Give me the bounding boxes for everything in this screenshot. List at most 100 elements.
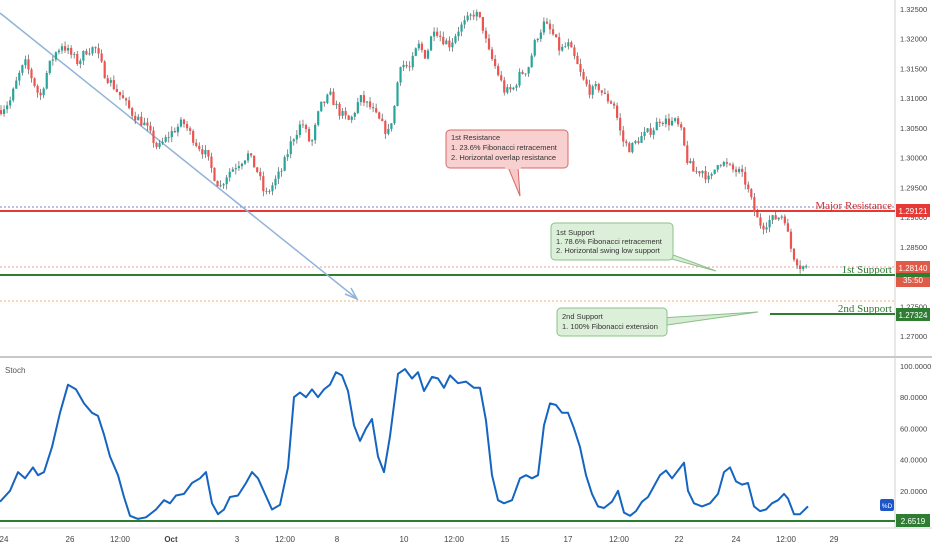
- candle-body: [256, 167, 259, 172]
- candle-body: [622, 130, 625, 142]
- candle-body: [542, 21, 545, 33]
- candle-body: [606, 93, 610, 102]
- candle-body: [570, 42, 573, 48]
- candle-body: [204, 149, 207, 155]
- candle-body: [439, 35, 442, 37]
- stoch-tick-label: 100.0000: [900, 362, 931, 371]
- candle-body: [76, 54, 79, 65]
- candle-body: [189, 128, 192, 131]
- price-tick-label: 1.32000: [900, 35, 927, 44]
- candle-body: [60, 46, 64, 51]
- time-axis-label: 29: [830, 535, 839, 544]
- candle-body: [387, 128, 390, 134]
- candle-body: [182, 119, 186, 125]
- candle-body: [396, 82, 399, 106]
- candle-body: [399, 67, 402, 83]
- second-support-badge-text: 1.27324: [899, 311, 928, 320]
- candle-body: [756, 212, 759, 218]
- time-axis-label: 24: [0, 535, 9, 544]
- candle-body: [509, 87, 512, 90]
- candle-body: [0, 110, 3, 114]
- candle-body: [722, 162, 725, 166]
- candle-body: [301, 124, 305, 126]
- candle-body: [393, 105, 396, 124]
- resistance-annotation-line2: 2. Horizontal overlap resistance: [451, 153, 556, 162]
- candle-body: [70, 47, 73, 55]
- candle-body: [176, 126, 179, 133]
- candle-body: [768, 219, 771, 228]
- candle-body: [149, 125, 152, 131]
- second-support-badge: 1.27324: [896, 308, 930, 321]
- candle-body: [231, 169, 234, 172]
- support2-annotation-box: [556, 307, 668, 337]
- candle-body: [39, 92, 42, 96]
- candle-body: [597, 84, 600, 91]
- major-resistance-badge: 1.29121: [896, 204, 930, 217]
- candle-body: [750, 189, 753, 198]
- candle-body: [91, 47, 94, 54]
- candle-body: [426, 50, 430, 59]
- candle-body: [115, 89, 118, 92]
- time-axis-label: 3: [235, 535, 240, 544]
- candle-body: [338, 103, 341, 116]
- candle-body: [271, 185, 274, 192]
- time-axis-label: 22: [675, 535, 684, 544]
- candle-body: [463, 20, 466, 25]
- candle-body: [695, 171, 698, 173]
- candle-body: [649, 128, 652, 135]
- candle-body: [198, 145, 201, 150]
- candle-body: [472, 14, 475, 17]
- candle-body: [594, 84, 597, 87]
- candle-body: [185, 124, 189, 129]
- candle-body: [381, 118, 384, 122]
- price-tick-label: 1.29000: [900, 213, 927, 222]
- candle-body: [564, 46, 567, 48]
- candle-body: [411, 55, 414, 68]
- candle-body: [652, 130, 655, 135]
- candle-body: [207, 149, 210, 157]
- price-tick-label: 1.30500: [900, 124, 927, 133]
- candle-body: [210, 156, 213, 168]
- candle-body: [24, 59, 27, 66]
- candle-body: [799, 265, 802, 269]
- candle-body: [335, 103, 338, 106]
- candle-body: [63, 46, 67, 51]
- candle-body: [311, 140, 314, 142]
- trend-arrow-line: [0, 12, 357, 299]
- candle-body: [774, 215, 777, 220]
- candle-body: [79, 60, 82, 65]
- candle-body: [747, 184, 750, 190]
- candle-body: [362, 95, 366, 103]
- candle-body: [555, 34, 558, 38]
- candle-body: [82, 50, 85, 61]
- candle-body: [478, 11, 481, 18]
- candle-body: [466, 15, 469, 21]
- major-resistance-label: Major Resistance: [815, 200, 892, 212]
- candle-body: [356, 102, 359, 113]
- candle-body: [30, 69, 33, 79]
- candle-body: [487, 38, 491, 50]
- candle-body: [222, 184, 225, 186]
- stoch-tick-label: 40.0000: [900, 456, 927, 465]
- candle-body: [359, 95, 362, 103]
- candle-body: [469, 14, 472, 16]
- candle-body: [420, 43, 423, 50]
- candle-body: [515, 85, 518, 88]
- candle-body: [36, 85, 39, 93]
- candle-body: [506, 87, 509, 93]
- candle-body: [225, 177, 228, 185]
- price-tick-label: 1.32500: [900, 5, 927, 14]
- candle-body: [670, 120, 674, 126]
- candle-body: [265, 191, 268, 192]
- candle-body: [344, 111, 347, 116]
- candle-body: [579, 64, 582, 72]
- candle-body: [719, 165, 722, 167]
- candle-body: [625, 141, 628, 144]
- candle-body: [234, 168, 237, 170]
- candle-body: [298, 124, 301, 135]
- candle-body: [228, 171, 231, 178]
- candle-body: [457, 31, 460, 37]
- candle-body: [530, 55, 533, 68]
- candle-body: [521, 71, 524, 74]
- time-axis-label: 17: [564, 535, 573, 544]
